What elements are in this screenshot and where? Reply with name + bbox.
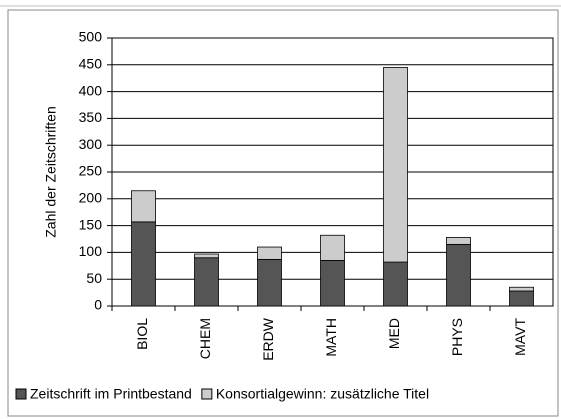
bar-segment <box>509 286 534 292</box>
y-tick-label: 450 <box>79 56 103 72</box>
bar-segment <box>257 258 282 307</box>
bar-segment <box>320 234 345 261</box>
y-axis-label: Zahl der Zeitschriften <box>43 106 59 238</box>
x-tick-label: CHEM <box>197 318 213 359</box>
bar-segment <box>446 243 471 307</box>
x-tick-label: MATH <box>323 318 339 357</box>
x-tick-label: MAVT <box>512 318 528 356</box>
y-tick-label: 250 <box>79 163 103 179</box>
legend-swatch <box>15 388 27 400</box>
bar-segment <box>320 260 345 307</box>
y-tick-label: 200 <box>79 190 103 206</box>
y-tick-label: 400 <box>79 82 103 98</box>
legend-label: Konsortialgewinn: zusätzliche Titel <box>216 386 429 402</box>
bar-segment <box>509 290 534 307</box>
bar-segment <box>383 261 408 307</box>
y-tick-label: 300 <box>79 136 103 152</box>
bar-segment <box>131 221 156 307</box>
y-tick-label: 150 <box>79 216 103 232</box>
bar-segment <box>446 236 471 245</box>
x-tick-label: BIOL <box>134 318 150 350</box>
x-tick-label: PHYS <box>449 318 465 356</box>
bar-segment <box>383 67 408 263</box>
x-tick-label: MED <box>386 318 402 349</box>
y-tick-label: 100 <box>79 243 103 259</box>
y-tick-label: 50 <box>86 270 102 286</box>
bar-segment <box>194 257 219 307</box>
bar-segment <box>131 190 156 223</box>
bar-segment <box>257 246 282 260</box>
legend-label: Zeitschrift im Printbestand <box>30 386 192 402</box>
bar-segment <box>194 253 219 259</box>
legend-swatch <box>201 388 213 400</box>
y-tick-label: 500 <box>79 29 103 45</box>
x-tick-label: ERDW <box>260 317 276 361</box>
y-tick-label: 0 <box>94 297 102 313</box>
y-tick-label: 350 <box>79 109 103 125</box>
chart-area <box>7 9 559 417</box>
